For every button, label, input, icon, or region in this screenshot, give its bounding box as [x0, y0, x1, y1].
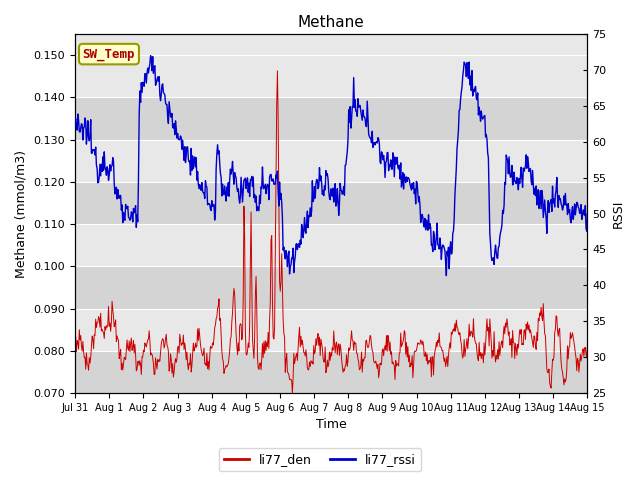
X-axis label: Time: Time — [316, 419, 347, 432]
Bar — [75, 97, 588, 140]
Bar — [75, 182, 588, 224]
Y-axis label: RSSI: RSSI — [612, 199, 625, 228]
Bar — [75, 224, 588, 266]
Bar — [75, 266, 588, 309]
Bar — [75, 140, 588, 182]
Bar — [75, 351, 588, 393]
Text: SW_Temp: SW_Temp — [83, 48, 135, 60]
Bar — [75, 309, 588, 351]
Y-axis label: Methane (mmol/m3): Methane (mmol/m3) — [15, 150, 28, 277]
Title: Methane: Methane — [298, 15, 365, 30]
Bar — [75, 55, 588, 97]
Legend: li77_den, li77_rssi: li77_den, li77_rssi — [219, 448, 421, 471]
